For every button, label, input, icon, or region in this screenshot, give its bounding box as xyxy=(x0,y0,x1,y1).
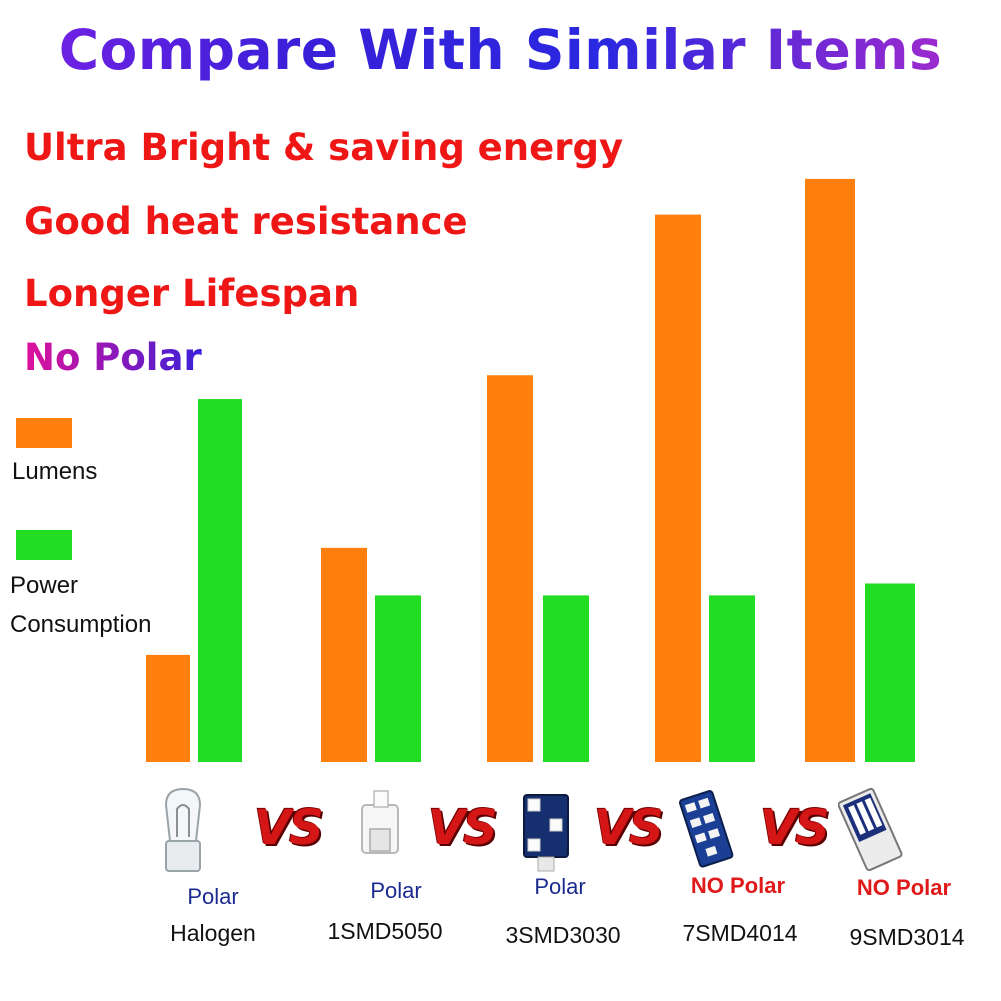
category-label-9smd3014: 9SMD3014 xyxy=(849,924,965,950)
polarity-label-7smd4014: NO Polar xyxy=(690,873,786,898)
halogen-bulb-icon xyxy=(164,787,202,872)
bar-power-1smd5050 xyxy=(375,595,421,762)
category-label-3smd3030: 3SMD3030 xyxy=(505,922,621,948)
bar-power-halogen xyxy=(198,399,242,762)
legend-power-label-2: Consumption xyxy=(10,611,152,638)
bar-lumens-3smd3030 xyxy=(487,375,533,762)
category-label-halogen: Halogen xyxy=(170,920,256,946)
bar-power-3smd3030 xyxy=(543,595,589,762)
bar-lumens-7smd4014 xyxy=(655,214,701,763)
polarity-label-9smd3014: NO Polar xyxy=(856,875,952,900)
bar-lumens-1smd5050 xyxy=(321,547,367,762)
polarity-label-3smd3030: Polar xyxy=(534,874,586,899)
vs-label-3: VS xyxy=(594,800,664,856)
bar-lumens-9smd3014 xyxy=(805,178,855,762)
smd3030-bulb-icon xyxy=(523,794,569,872)
category-label-7smd4014: 7SMD4014 xyxy=(682,920,798,946)
vs-label-2: VS xyxy=(428,800,498,856)
smd4014-bulb-icon xyxy=(678,790,734,868)
bar-power-7smd4014 xyxy=(709,595,755,762)
legend-power-swatch xyxy=(16,530,72,560)
vs-label-1: VS xyxy=(254,800,324,856)
bar-lumens-halogen xyxy=(146,654,190,762)
page-title: Compare With Similar Items xyxy=(0,18,1001,82)
feature-ultra-bright: Ultra Bright & saving energy xyxy=(24,126,624,169)
legend-power-label-1: Power xyxy=(10,572,79,599)
legend-lumens-label: Lumens xyxy=(12,458,98,485)
legend-lumens-swatch xyxy=(16,418,72,448)
feature-heat-resistance: Good heat resistance xyxy=(24,200,468,243)
polarity-label-1smd5050: Polar xyxy=(370,878,422,903)
feature-no-polar: No Polar xyxy=(24,336,202,379)
polarity-label-halogen: Polar xyxy=(187,884,239,909)
feature-lifespan: Longer Lifespan xyxy=(24,272,360,315)
category-label-1smd5050: 1SMD5050 xyxy=(327,918,443,944)
bar-power-9smd3014 xyxy=(865,583,915,762)
smd5050-bulb-icon xyxy=(361,790,399,854)
smd3014-bulb-icon xyxy=(838,787,903,872)
vs-label-4: VS xyxy=(760,800,830,856)
